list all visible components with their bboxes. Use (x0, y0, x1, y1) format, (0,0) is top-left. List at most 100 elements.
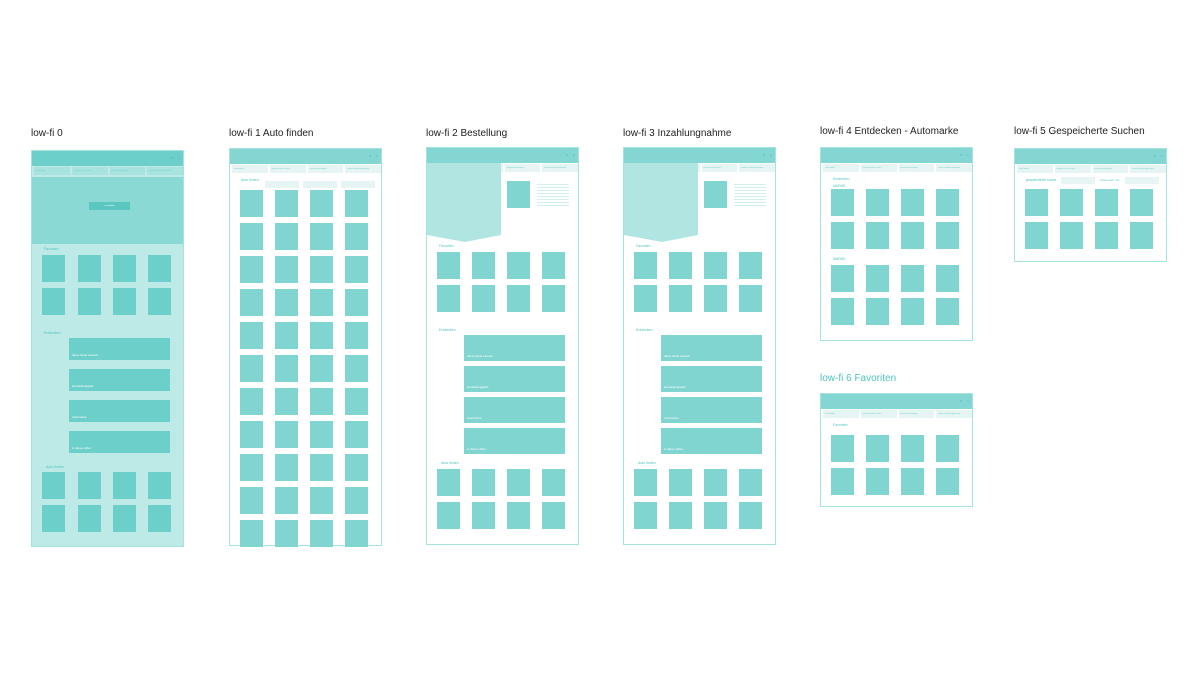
car-tile[interactable] (634, 502, 657, 529)
nav-item[interactable]: auto finden (232, 165, 268, 173)
car-tile[interactable] (345, 421, 368, 448)
hero-button[interactable]: auto finden (89, 202, 130, 210)
heart-icon[interactable]: ♥ (960, 153, 962, 157)
car-tile[interactable] (1095, 189, 1118, 216)
car-tile[interactable] (345, 223, 368, 250)
car-tile[interactable] (240, 256, 263, 283)
car-tile[interactable] (310, 520, 333, 547)
car-tile[interactable] (634, 252, 657, 279)
car-tile[interactable] (275, 388, 298, 415)
car-tile[interactable] (113, 255, 136, 282)
car-tile[interactable] (739, 502, 762, 529)
discover-card[interactable]: Herstellungsjahr (464, 366, 565, 392)
nav-item[interactable]: meine bestellungen (701, 164, 738, 172)
car-tile[interactable] (240, 454, 263, 481)
car-tile[interactable] (42, 505, 65, 532)
discover-card[interactable]: in deine näher (464, 428, 565, 454)
car-tile[interactable] (866, 222, 889, 249)
filter-input[interactable] (303, 181, 337, 188)
discover-card[interactable]: deine letzte besuch (464, 335, 565, 361)
car-tile[interactable] (866, 189, 889, 216)
discover-card[interactable]: Automarke (661, 397, 762, 423)
car-tile[interactable] (275, 487, 298, 514)
car-tile[interactable] (148, 255, 171, 282)
car-tile[interactable] (310, 487, 333, 514)
search-input[interactable] (1061, 177, 1095, 184)
nav-item[interactable]: meine Inzahlungnahmen (542, 164, 578, 172)
car-tile[interactable] (148, 288, 171, 315)
nav-item[interactable]: meine bestellungen (109, 167, 146, 175)
car-tile[interactable] (310, 355, 333, 382)
car-tile[interactable] (275, 322, 298, 349)
car-tile[interactable] (866, 298, 889, 325)
sort-select[interactable] (1125, 177, 1159, 184)
car-tile[interactable] (240, 487, 263, 514)
car-tile[interactable] (275, 355, 298, 382)
discover-card[interactable]: Herstellungsjahr (661, 366, 762, 392)
car-tile[interactable] (704, 469, 727, 496)
car-tile[interactable] (310, 421, 333, 448)
car-tile[interactable] (936, 265, 959, 292)
nav-item[interactable]: gespeicherte suchen (860, 164, 897, 172)
car-tile[interactable] (240, 520, 263, 547)
nav-item[interactable]: meine bestellungen (898, 410, 935, 418)
car-tile[interactable] (507, 285, 530, 312)
nav-item[interactable]: meine Inzahlungnahmen (936, 410, 972, 418)
car-tile[interactable] (542, 469, 565, 496)
car-tile[interactable] (437, 502, 460, 529)
car-tile[interactable] (437, 252, 460, 279)
car-tile[interactable] (472, 502, 495, 529)
car-tile[interactable] (240, 421, 263, 448)
car-tile[interactable] (275, 421, 298, 448)
nav-item[interactable]: meine Inzahlungnahmen (1130, 165, 1166, 173)
car-tile[interactable] (240, 190, 263, 217)
car-tile[interactable] (345, 322, 368, 349)
car-tile[interactable] (831, 468, 854, 495)
car-tile[interactable] (345, 190, 368, 217)
car-tile[interactable] (240, 322, 263, 349)
car-tile[interactable] (901, 222, 924, 249)
car-tile[interactable] (634, 469, 657, 496)
car-tile[interactable] (831, 298, 854, 325)
nav-item[interactable]: gespeicherte suchen (860, 410, 897, 418)
car-tile[interactable] (866, 468, 889, 495)
car-tile[interactable] (901, 435, 924, 462)
car-tile[interactable] (1095, 222, 1118, 249)
car-tile[interactable] (634, 285, 657, 312)
car-tile[interactable] (507, 502, 530, 529)
car-tile[interactable] (437, 469, 460, 496)
car-tile[interactable] (78, 505, 101, 532)
discover-card[interactable]: in deine näher (69, 431, 170, 453)
car-tile[interactable] (310, 289, 333, 316)
car-tile[interactable] (472, 285, 495, 312)
discover-card[interactable]: Automarke (69, 400, 170, 422)
car-tile[interactable] (275, 289, 298, 316)
nav-item[interactable]: auto finden (823, 410, 859, 418)
car-tile[interactable] (1130, 189, 1153, 216)
car-tile[interactable] (310, 190, 333, 217)
car-tile[interactable] (345, 388, 368, 415)
car-tile[interactable] (507, 252, 530, 279)
car-tile[interactable] (831, 189, 854, 216)
filter-input[interactable] (265, 181, 299, 188)
user-icon[interactable]: ● (967, 153, 969, 157)
car-tile[interactable] (669, 285, 692, 312)
discover-card[interactable]: deine letzte besuch (69, 338, 170, 360)
car-tile[interactable] (275, 256, 298, 283)
car-tile[interactable] (78, 255, 101, 282)
car-tile[interactable] (240, 355, 263, 382)
car-tile[interactable] (42, 255, 65, 282)
discover-card[interactable]: Automarke (464, 397, 565, 423)
car-tile[interactable] (739, 469, 762, 496)
nav-item[interactable]: auto finden (823, 164, 859, 172)
user-icon[interactable]: ● (376, 154, 378, 158)
user-icon[interactable]: ● (770, 153, 772, 157)
car-tile[interactable] (704, 252, 727, 279)
nav-item[interactable]: meine bestellungen (504, 164, 541, 172)
car-tile[interactable] (704, 285, 727, 312)
car-tile[interactable] (739, 285, 762, 312)
car-tile[interactable] (113, 472, 136, 499)
filter-input[interactable] (341, 181, 375, 188)
heart-icon[interactable]: ♥ (171, 156, 173, 160)
car-tile[interactable] (345, 256, 368, 283)
